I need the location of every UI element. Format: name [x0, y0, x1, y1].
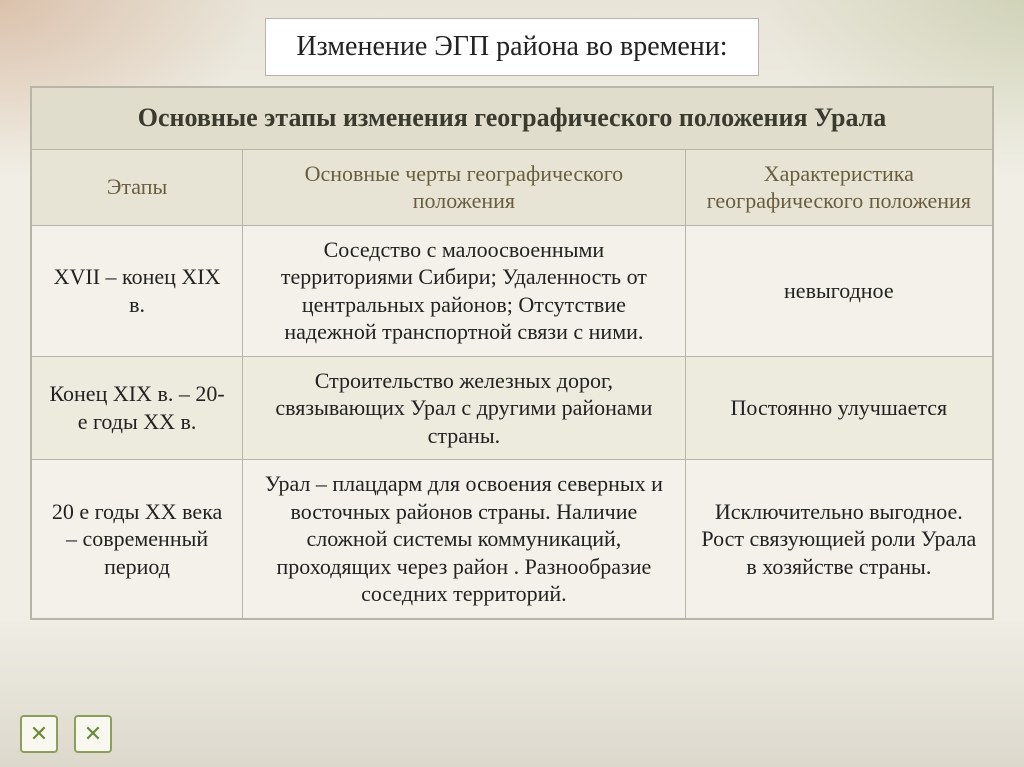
- table-main-header: Основные этапы изменения географического…: [31, 87, 993, 149]
- cell-characteristic: Исключительно выгодное. Рост связующией …: [685, 460, 993, 619]
- cross-icon: ✕: [30, 721, 48, 747]
- column-header-characteristic: Характеристика географического положения: [685, 149, 993, 225]
- cell-features: Соседство с малоосвоенными территориями …: [243, 225, 686, 356]
- column-header-stages: Этапы: [31, 149, 243, 225]
- prev-button[interactable]: ✕: [20, 715, 58, 753]
- cell-stage: XVII – конец XIX в.: [31, 225, 243, 356]
- cell-stage: 20 е годы XX века – современный период: [31, 460, 243, 619]
- slide-title: Изменение ЭГП района во времени:: [265, 18, 758, 76]
- cell-stage: Конец XIX в. – 20-е годы XX в.: [31, 356, 243, 460]
- nav-controls: ✕ ✕: [20, 715, 112, 753]
- cell-features: Урал – плацдарм для освоения северных и …: [243, 460, 686, 619]
- column-header-features: Основные черты географического положения: [243, 149, 686, 225]
- next-button[interactable]: ✕: [74, 715, 112, 753]
- cell-characteristic: Постоянно улучшается: [685, 356, 993, 460]
- slide-content: Изменение ЭГП района во времени: Основны…: [0, 0, 1024, 620]
- cell-features: Строительство железных дорог, связывающи…: [243, 356, 686, 460]
- table-row: 20 е годы XX века – современный период У…: [31, 460, 993, 619]
- cross-icon: ✕: [84, 721, 102, 747]
- table-row: XVII – конец XIX в. Соседство с малоосво…: [31, 225, 993, 356]
- stages-table: Основные этапы изменения географического…: [30, 86, 994, 620]
- table-row: Конец XIX в. – 20-е годы XX в. Строитель…: [31, 356, 993, 460]
- cell-characteristic: невыгодное: [685, 225, 993, 356]
